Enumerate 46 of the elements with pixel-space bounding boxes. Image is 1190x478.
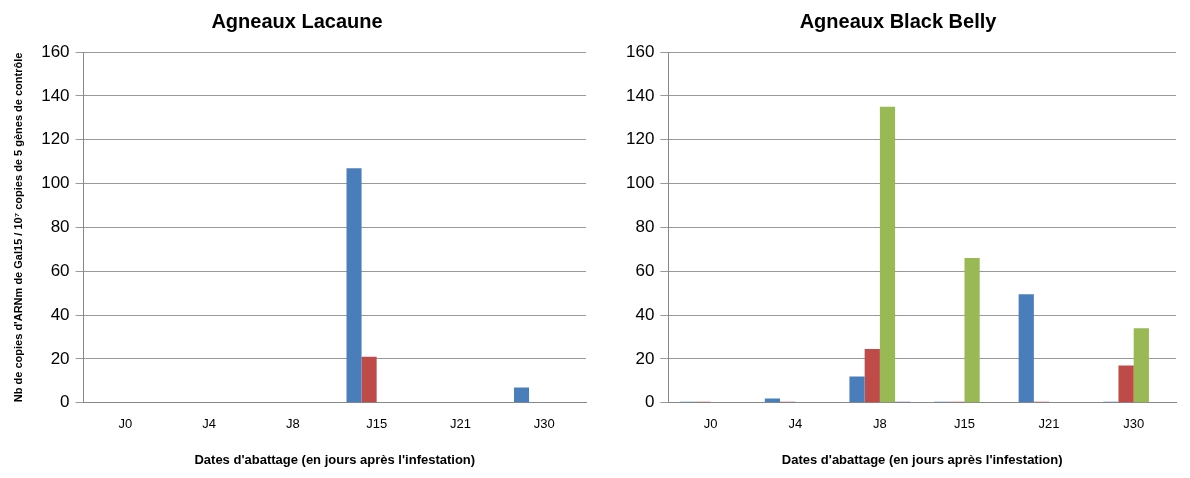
y-axis-title: Nb de copies d'ARNm de Gal15 / 10⁷ copies de 5 gènes de contrôle xyxy=(11,52,24,403)
x-tick-label: J8 xyxy=(873,416,887,432)
bar xyxy=(964,258,980,403)
x-tick-label: J0 xyxy=(118,416,133,432)
y-tick-label: 0 xyxy=(60,392,70,412)
x-tick-label: J0 xyxy=(703,416,718,432)
bar xyxy=(864,349,880,403)
y-tick-label: 80 xyxy=(50,217,70,237)
y-tick-label: 20 xyxy=(635,348,655,368)
bar xyxy=(513,387,530,403)
x-tick-label: J15 xyxy=(954,416,975,432)
y-tick-label: 120 xyxy=(625,129,655,149)
x-tick-label: J30 xyxy=(1123,416,1145,432)
y-tick-label: 140 xyxy=(41,85,70,105)
bar xyxy=(346,168,362,403)
y-tick-label: 100 xyxy=(625,173,655,193)
y-tick-label: 140 xyxy=(625,85,655,105)
y-tick-label: 40 xyxy=(635,304,655,324)
x-tick-label: J15 xyxy=(366,416,388,432)
y-tick-label: 60 xyxy=(50,260,70,280)
x-tick-label: J30 xyxy=(533,416,555,432)
bar xyxy=(1118,365,1134,403)
x-tick-label: J21 xyxy=(1038,416,1060,432)
y-tick-label: 40 xyxy=(50,304,70,324)
x-tick-label: J4 xyxy=(202,416,217,432)
x-tick-label: J4 xyxy=(788,416,803,432)
x-tick-label: J21 xyxy=(449,416,471,432)
y-tick-label: 160 xyxy=(625,41,655,61)
chart-title: Agneaux Lacaune xyxy=(211,9,383,32)
bar xyxy=(1133,328,1149,403)
y-tick-label: 80 xyxy=(635,217,655,237)
x-tick-label: J8 xyxy=(286,416,300,432)
y-tick-label: 20 xyxy=(50,348,70,368)
y-tick-label: 120 xyxy=(41,129,70,149)
bar xyxy=(764,398,781,403)
bar xyxy=(361,356,377,403)
x-axis-title: Dates d'abattage (en jours après l'infestation) xyxy=(194,451,476,467)
chart-title: Agneaux Black Belly xyxy=(799,9,998,32)
bar xyxy=(849,376,865,403)
y-tick-label: 60 xyxy=(635,260,655,280)
bar xyxy=(879,106,896,403)
y-tick-label: 100 xyxy=(41,173,70,193)
bar xyxy=(1018,294,1034,403)
x-axis-title: Dates d'abattage (en jours après l'infestation) xyxy=(781,451,1063,467)
y-tick-label: 0 xyxy=(644,392,655,412)
y-tick-label: 160 xyxy=(41,41,70,61)
